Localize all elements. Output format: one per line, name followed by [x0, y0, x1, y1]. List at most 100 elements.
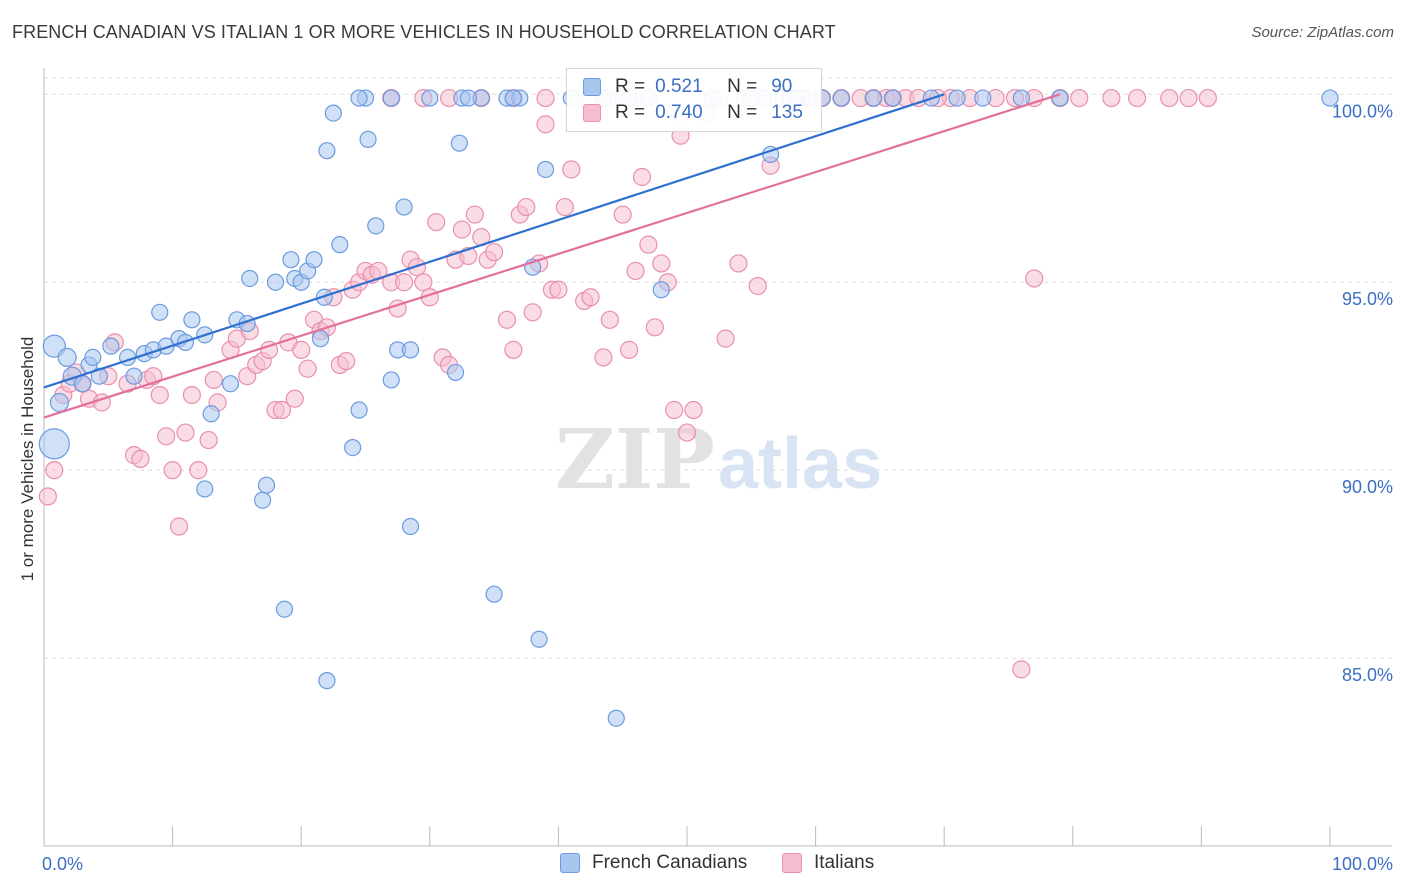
data-point: [367, 217, 385, 235]
data-point: [948, 89, 966, 107]
data-point: [221, 375, 240, 393]
data-point: [1070, 88, 1089, 108]
trendline-italians: [43, 93, 1061, 419]
data-point: [311, 330, 330, 348]
bottom-legend-label: French Canadians: [592, 852, 748, 873]
data-point: [344, 439, 362, 457]
data-point: [292, 340, 311, 359]
tick-labels: 85.0% 90.0% 95.0% 100.0% 0.0% 100.0%: [42, 101, 1393, 874]
data-point: [729, 254, 748, 273]
data-point: [465, 205, 484, 224]
x-tick-label: 100.0%: [1332, 854, 1393, 874]
data-point: [452, 220, 472, 239]
data-point: [241, 269, 259, 288]
data-point: [298, 359, 317, 378]
bottom-legend-french-canadians: French Canadians: [560, 852, 747, 874]
data-point: [665, 400, 684, 420]
data-point: [1012, 660, 1031, 679]
data-point: [254, 491, 272, 509]
legend-r-value: 0.521: [655, 76, 703, 97]
bottom-legend-italians: Italians: [782, 852, 874, 874]
data-point: [716, 329, 735, 348]
data-point: [1127, 88, 1147, 108]
y-tick-label: 85.0%: [1342, 665, 1393, 685]
trendline-french-canadians: [43, 93, 945, 389]
data-point: [414, 273, 433, 292]
data-point: [169, 517, 189, 536]
data-point: [196, 480, 214, 498]
data-point: [497, 310, 517, 329]
data-point: [318, 672, 336, 690]
data-point: [183, 311, 201, 329]
data-point: [626, 261, 645, 281]
data-point: [331, 236, 349, 254]
legend-r-value: 0.740: [655, 102, 703, 123]
legend-n-label: N =: [727, 76, 758, 97]
data-point: [594, 348, 613, 367]
data-point: [337, 352, 356, 371]
data-point: [639, 235, 658, 254]
data-point: [530, 630, 548, 648]
data-point: [150, 385, 169, 405]
data-point: [421, 89, 439, 107]
data-point: [1321, 89, 1339, 107]
data-point: [189, 461, 208, 480]
data-point: [199, 430, 218, 450]
data-point: [450, 134, 468, 152]
data-point: [536, 160, 555, 179]
data-point: [359, 130, 377, 149]
data-point: [102, 337, 120, 355]
data-point: [613, 205, 632, 224]
data-point: [257, 476, 276, 494]
data-point: [125, 367, 143, 385]
bottom-legend-swatch-pink: [782, 853, 802, 873]
data-point: [504, 340, 523, 359]
watermark: ZIP atlas: [555, 412, 882, 508]
legend-n-value: 135: [771, 102, 803, 123]
data-point: [517, 197, 536, 217]
data-point: [305, 251, 323, 269]
legend-r-label: R =: [615, 102, 646, 123]
data-point: [182, 385, 201, 405]
legend-row-french-canadians: R = 0.521 N = 90: [583, 75, 792, 99]
bottom-legend-swatch-blue: [560, 853, 580, 873]
series-italians: [38, 88, 1217, 679]
data-point: [748, 276, 767, 296]
data-point: [562, 160, 581, 179]
data-point: [45, 461, 64, 480]
data-point: [49, 392, 70, 413]
data-point: [864, 89, 883, 107]
y-tick-label: 100.0%: [1332, 101, 1393, 121]
data-point: [407, 258, 427, 277]
data-point: [38, 487, 57, 506]
data-point: [1051, 89, 1069, 107]
data-point: [1160, 88, 1179, 108]
trendlines: [43, 93, 1061, 419]
data-point: [73, 375, 92, 393]
data-point: [1025, 269, 1044, 288]
data-point: [57, 347, 77, 368]
data-point: [652, 254, 671, 273]
data-point: [204, 370, 223, 390]
data-point: [523, 303, 542, 322]
data-point: [652, 281, 670, 299]
data-point: [285, 389, 304, 408]
data-point: [350, 401, 368, 419]
source-label: Source: ZipAtlas.com: [1251, 24, 1394, 41]
data-point: [163, 461, 182, 480]
chart-title: FRENCH CANADIAN VS ITALIAN 1 OR MORE VEH…: [12, 22, 836, 42]
data-point: [151, 303, 169, 321]
data-point: [677, 423, 697, 442]
data-point: [555, 197, 574, 217]
data-point: [176, 423, 195, 442]
data-point: [459, 89, 477, 107]
data-point: [446, 363, 465, 382]
legend-n-value: 90: [771, 76, 793, 97]
axes: [43, 68, 1392, 847]
y-tick-label: 95.0%: [1342, 289, 1393, 309]
data-point: [427, 212, 446, 232]
data-point: [632, 167, 652, 187]
data-point: [485, 585, 503, 603]
x-tick-label: 0.0%: [42, 854, 83, 874]
